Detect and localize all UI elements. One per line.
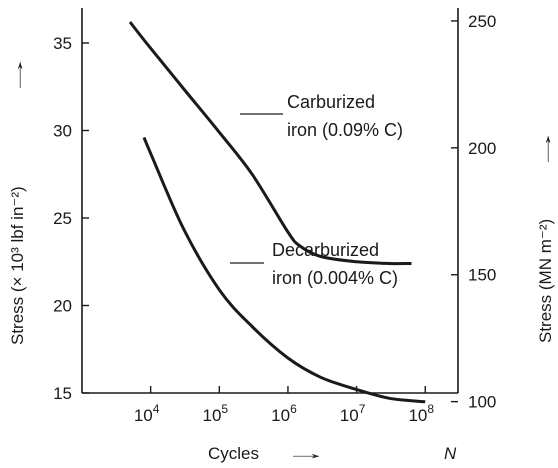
x-axis-symbol: N xyxy=(444,444,457,463)
left-y-tick-label: 25 xyxy=(53,209,72,228)
left-y-tick-label: 30 xyxy=(53,122,72,141)
decarburized-label-line2: iron (0.004% C) xyxy=(272,268,398,288)
left-y-tick-label: 20 xyxy=(53,297,72,316)
carburized-series-line xyxy=(128,21,412,266)
decarburized-series-line xyxy=(142,136,426,404)
x-axis-label: Cycles xyxy=(208,444,259,463)
x-tick-label: 106 xyxy=(271,402,297,425)
right-y-axis-arrow: → xyxy=(536,127,555,171)
right-y-ticks: 100 150 200 250 xyxy=(451,12,496,412)
left-y-ticks: 15 20 25 30 35 xyxy=(53,34,89,403)
left-y-axis-label: Stress (× 10³ lbf in⁻²) xyxy=(8,186,27,345)
right-y-tick-label: 100 xyxy=(468,393,496,412)
right-y-tick-label: 250 xyxy=(468,12,496,31)
left-y-axis-arrow: → xyxy=(8,53,27,97)
x-tick-label: 104 xyxy=(134,402,160,425)
decarburized-label-line1: Decarburized xyxy=(272,240,379,260)
x-axis-arrow: → xyxy=(284,444,328,463)
left-y-label-group: Stress (× 10³ lbf in⁻²) → xyxy=(8,53,27,345)
left-y-tick-label: 15 xyxy=(53,384,72,403)
carburized-label-line2: iron (0.09% C) xyxy=(287,120,403,140)
x-tick-label: 105 xyxy=(202,402,228,425)
x-tick-label: 107 xyxy=(340,402,366,425)
carburized-label-line1: Carburized xyxy=(287,92,375,112)
series-lines xyxy=(128,21,426,404)
x-ticks: 104 105 106 107 108 xyxy=(134,386,434,425)
right-y-tick-label: 150 xyxy=(468,266,496,285)
right-y-label-group: Stress (MN m⁻²) → xyxy=(536,127,555,343)
x-tick-label: 108 xyxy=(408,402,434,425)
right-y-axis-label: Stress (MN m⁻²) xyxy=(536,219,555,343)
left-y-tick-label: 35 xyxy=(53,34,72,53)
right-y-tick-label: 200 xyxy=(468,139,496,158)
